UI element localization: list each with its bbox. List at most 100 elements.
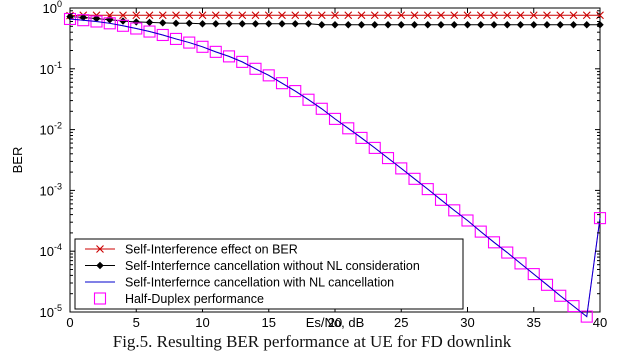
data-point [275, 77, 289, 90]
x-tick-label: 10 [195, 315, 209, 330]
y-tick-label: 10-5 [40, 303, 62, 320]
y-tick-exponent: -5 [54, 303, 62, 313]
data-point [490, 21, 498, 29]
data-point [318, 21, 326, 29]
data-point [569, 21, 578, 29]
data-point [423, 11, 432, 20]
data-point [437, 11, 445, 20]
legend-item: Self-Interfernce cancellation without NL… [85, 259, 420, 273]
data-point [477, 21, 485, 29]
data-point [357, 21, 366, 29]
data-point [291, 11, 300, 20]
data-point [145, 11, 154, 20]
data-point [490, 11, 498, 20]
data-point [448, 204, 461, 217]
x-tick-label: 0 [66, 315, 73, 330]
data-point [344, 21, 352, 29]
data-point [238, 11, 247, 20]
data-point [381, 152, 395, 165]
data-point [278, 20, 286, 28]
data-point [461, 214, 474, 227]
data-point [132, 18, 140, 26]
data-point [397, 21, 405, 29]
data-point [554, 289, 567, 302]
data-point [145, 18, 154, 27]
data-point [450, 21, 458, 29]
data-point [156, 28, 169, 42]
data-point [487, 236, 501, 249]
data-point [132, 11, 141, 20]
data-point [236, 55, 249, 68]
data-point [543, 11, 551, 20]
data-point [103, 17, 116, 30]
data-point [567, 300, 580, 313]
data-point [543, 21, 551, 29]
data-point [302, 93, 315, 106]
data-point [434, 193, 448, 206]
data-point [158, 11, 167, 20]
data-point [251, 11, 260, 20]
data-point [540, 278, 554, 291]
y-tick-exponent: -3 [54, 181, 62, 191]
data-point [172, 19, 180, 28]
data-point [225, 20, 233, 28]
legend-marker [96, 245, 104, 253]
data-point [371, 21, 379, 29]
data-point [593, 212, 607, 225]
data-point [357, 11, 366, 20]
x-tick-label: 20 [328, 315, 342, 330]
y-tick-base: 10 [43, 1, 57, 16]
data-point [251, 20, 260, 28]
data-point [66, 12, 74, 21]
data-point [450, 11, 459, 20]
data-point [384, 21, 392, 29]
data-point [424, 21, 432, 29]
data-point [289, 85, 302, 98]
data-point [437, 21, 445, 29]
data-point [116, 19, 130, 32]
series-2 [69, 18, 601, 318]
data-point [196, 40, 209, 53]
data-point [344, 11, 353, 20]
data-point [291, 20, 299, 28]
y-tick-exponent: -2 [54, 121, 62, 131]
data-point [556, 21, 564, 29]
data-point [172, 11, 180, 20]
data-point [212, 20, 220, 28]
data-point [397, 11, 406, 20]
x-axis-label: Es/No, dB [306, 315, 365, 330]
data-point [278, 11, 286, 20]
data-point [304, 11, 313, 20]
data-point [238, 20, 246, 28]
data-point [370, 11, 379, 20]
series-layer [63, 11, 607, 323]
data-point [355, 131, 368, 144]
y-tick-label: 10-1 [40, 60, 62, 77]
data-point [582, 11, 591, 20]
data-point [331, 21, 339, 29]
data-point [583, 21, 591, 29]
y-tick-base: 10 [40, 62, 54, 77]
data-point [503, 21, 511, 29]
legend: Self-Interference effect on BER Self-Inte… [74, 238, 464, 310]
data-point [556, 11, 565, 20]
y-tick-base: 10 [40, 244, 54, 259]
data-point [90, 15, 103, 28]
x-tick-label: 5 [133, 315, 140, 330]
legend-label: Half-Duplex performance [125, 292, 264, 306]
data-point [225, 11, 233, 20]
data-point [516, 21, 525, 29]
data-point [77, 14, 90, 27]
data-point [130, 22, 143, 35]
y-tick-label: 10-4 [40, 242, 62, 259]
x-tick-label: 25 [394, 315, 408, 330]
chart: 0 5 10 15 20 25 30 35 4010010-110-210-310-410-5 … [10, 0, 608, 330]
data-point [463, 21, 472, 29]
data-point [516, 11, 525, 20]
legend-marker [93, 292, 107, 305]
x-tick-label: 40 [593, 315, 607, 330]
y-tick-exponent: -1 [54, 60, 62, 70]
data-point [119, 11, 127, 20]
data-point [474, 225, 487, 238]
